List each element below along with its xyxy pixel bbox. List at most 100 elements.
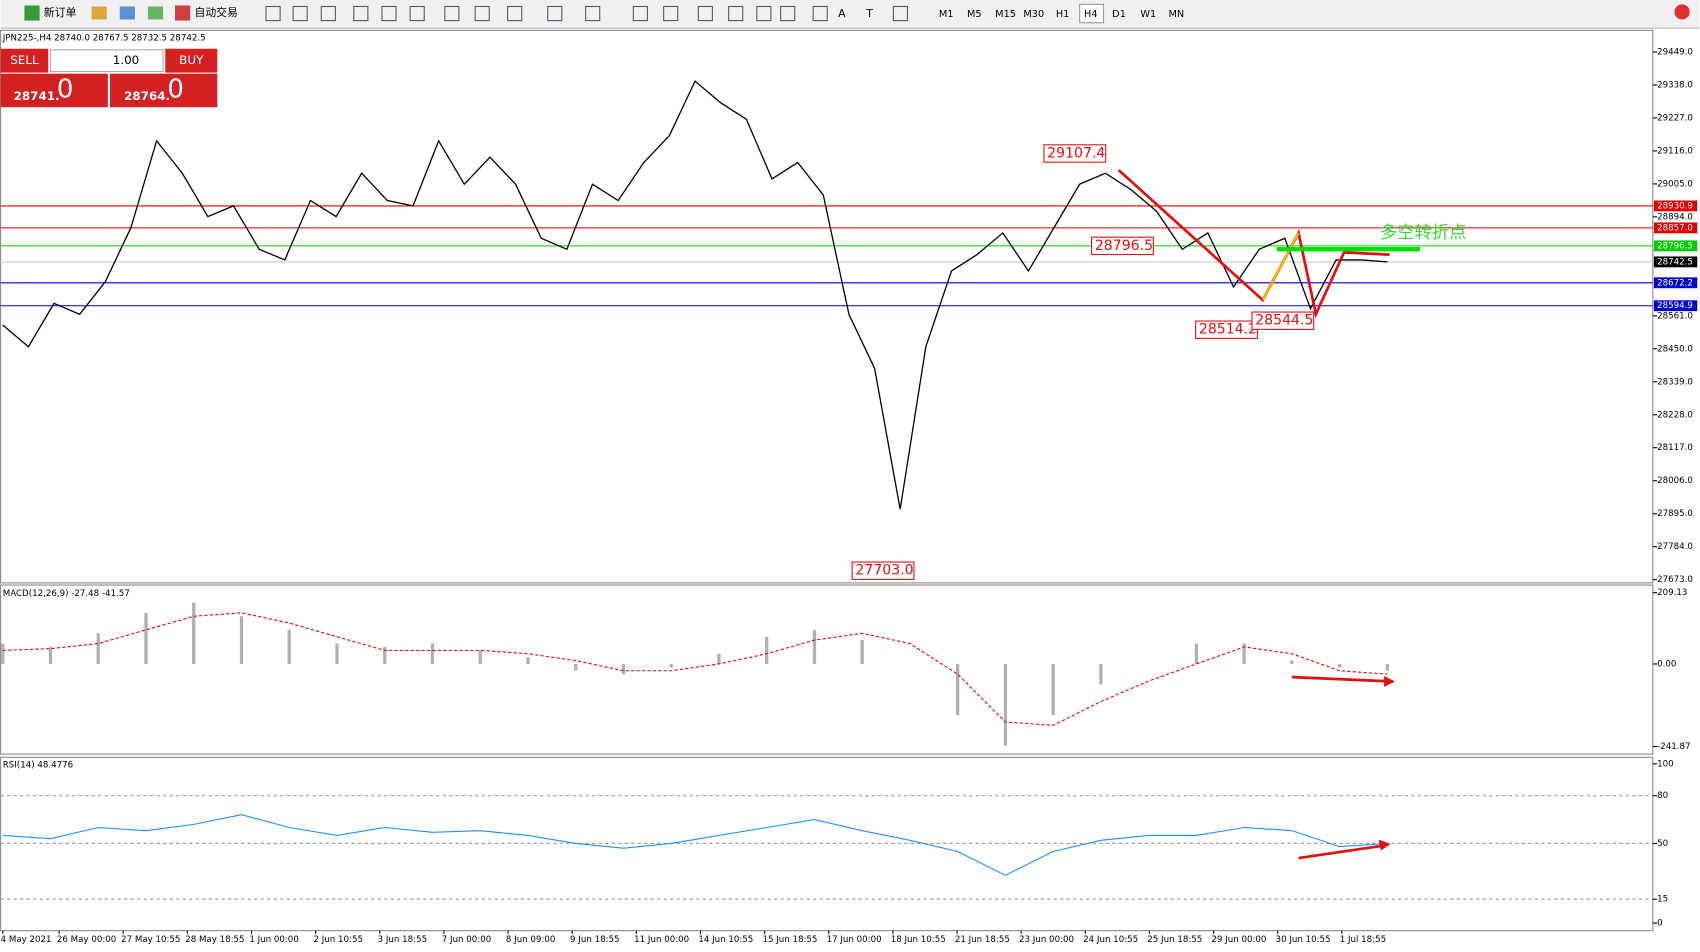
- timeframe[interactable]: H1: [1056, 9, 1070, 20]
- turning-point-note: 多空转折点: [1380, 223, 1467, 243]
- level-label-box: [1653, 277, 1698, 289]
- timeframe[interactable]: M30: [1023, 9, 1044, 20]
- y-tick-label: 15: [1657, 895, 1668, 905]
- tool-icon[interactable]: [780, 5, 796, 22]
- tool-icon[interactable]: [409, 5, 425, 22]
- macd-bar: [192, 602, 196, 664]
- macd-bar: [621, 663, 626, 675]
- tool-icon[interactable]: [663, 5, 679, 22]
- main-pane: [0, 29, 1654, 584]
- new-order-icon[interactable]: [24, 5, 40, 21]
- new-order[interactable]: 新订单: [44, 5, 77, 19]
- sell-button[interactable]: [0, 48, 49, 73]
- macd-bar: [669, 663, 673, 668]
- y-tick-label: 29449.0: [1657, 48, 1693, 58]
- tool-icon[interactable]: [474, 5, 490, 22]
- y-tick-label: 29227.0: [1657, 113, 1693, 123]
- sell-label[interactable]: SELL: [10, 53, 39, 67]
- x-tick-label: 2 Jun 10:55: [313, 935, 362, 945]
- level-label: 28857.0: [1657, 223, 1693, 233]
- tool-icon[interactable]: [728, 5, 744, 22]
- arrow-head: [1378, 839, 1391, 851]
- y-tick-label: 27784.0: [1657, 542, 1693, 552]
- macd-bar: [1338, 663, 1342, 668]
- label-tool[interactable]: T: [865, 7, 873, 20]
- level-label: 28594.9: [1657, 301, 1693, 311]
- tool-icon[interactable]: [444, 5, 460, 22]
- annotation: 27703.0: [855, 563, 913, 579]
- tool-icon[interactable]: [147, 6, 164, 20]
- timeframe[interactable]: M1: [939, 9, 954, 20]
- tool-icon[interactable]: [892, 5, 908, 22]
- macd-bar: [1, 643, 5, 664]
- macd-bar: [526, 657, 530, 664]
- y-tick-label: 100: [1657, 759, 1674, 769]
- y-tick-label: 29116.0: [1657, 146, 1693, 156]
- timeframe[interactable]: D1: [1112, 9, 1126, 20]
- tool-icon[interactable]: [697, 5, 713, 22]
- x-tick-label: 9 Jun 18:55: [570, 935, 619, 945]
- buy-label[interactable]: BUY: [179, 53, 204, 67]
- tool-icon[interactable]: [320, 5, 336, 22]
- annotation-box: [1251, 311, 1315, 330]
- macd-bar: [1290, 660, 1294, 664]
- lots[interactable]: 1.00: [113, 53, 140, 67]
- timeframe[interactable]: H4: [1084, 9, 1098, 20]
- y-tick-label: 28006.0: [1657, 476, 1693, 486]
- macd-bar: [1003, 663, 1008, 746]
- x-tick-label: 4 May 2021: [1, 935, 52, 945]
- tool-icon[interactable]: [119, 6, 135, 20]
- tool-icon[interactable]: [91, 6, 107, 20]
- tool-icon[interactable]: [632, 5, 648, 22]
- macd-arrow: [1291, 675, 1393, 683]
- timeframe[interactable]: W1: [1140, 9, 1156, 20]
- macd-bar: [812, 629, 817, 664]
- timeframe[interactable]: M5: [967, 9, 982, 20]
- macd-bar: [430, 643, 435, 664]
- y-tick-label: -241.87: [1657, 742, 1690, 752]
- timeframe[interactable]: M15: [995, 9, 1016, 20]
- timeframe[interactable]: MN: [1169, 9, 1185, 20]
- tool-icon[interactable]: [265, 5, 281, 22]
- macd-bar: [144, 612, 148, 664]
- y-tick-label: 80: [1657, 791, 1668, 801]
- x-tick-label: 23 Jun 00:00: [1019, 935, 1074, 945]
- tool-icon[interactable]: [585, 5, 601, 22]
- plots: 29449.0 29338.0 29227.0 29116.0 29005.0 28894…: [0, 48, 1698, 945]
- tool-icon[interactable]: [292, 5, 308, 22]
- tool-icon[interactable]: [381, 5, 397, 22]
- tool-icon[interactable]: [756, 5, 772, 22]
- macd-signal: [2, 612, 1388, 726]
- auto-trade-icon[interactable]: [175, 5, 191, 21]
- macd-bar: [96, 633, 100, 664]
- auto-trade[interactable]: 自动交易: [195, 5, 238, 19]
- macd-title: MACD(12,26,9) -27.48 -41.57: [3, 589, 130, 599]
- macd-bar: [1194, 643, 1199, 664]
- notification[interactable]: [1674, 4, 1690, 20]
- y-tick-label: 27673.0: [1657, 575, 1693, 585]
- tool-icon[interactable]: [353, 5, 369, 22]
- y-tick-label: 29005.0: [1657, 179, 1693, 189]
- buy-button[interactable]: [165, 48, 218, 73]
- macd-bar: [765, 636, 769, 664]
- x-tick-label: 21 Jun 18:55: [955, 935, 1010, 945]
- tool-icon[interactable]: [812, 5, 828, 22]
- tool-icon[interactable]: [507, 5, 523, 22]
- lots-input[interactable]: [49, 49, 164, 73]
- x-tick-label: 25 Jun 18:55: [1147, 935, 1202, 945]
- macd-bar: [383, 646, 387, 664]
- macd-bar: [1051, 663, 1055, 716]
- y-tick-label: 29338.0: [1657, 80, 1693, 90]
- buy-price-box[interactable]: [110, 73, 218, 108]
- tool-icon[interactable]: [547, 5, 563, 22]
- annotation: 28544.5: [1255, 313, 1313, 329]
- macd-bar: [860, 640, 864, 664]
- annotation: 29107.4: [1047, 145, 1105, 161]
- macd-bar: [1099, 663, 1103, 685]
- sell-price-box[interactable]: [0, 73, 108, 108]
- x-tick-label: 27 May 10:55: [121, 935, 180, 945]
- price-line-series: [2, 80, 1388, 510]
- text-tool[interactable]: A: [838, 7, 846, 20]
- y-tick-label: 0.00: [1657, 659, 1676, 669]
